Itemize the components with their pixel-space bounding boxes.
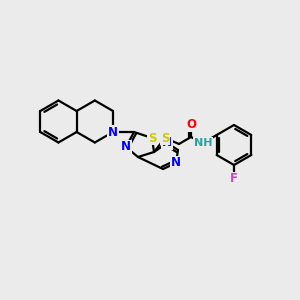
Text: NH: NH <box>194 138 212 148</box>
Text: N: N <box>121 140 131 154</box>
Text: S: S <box>148 131 156 145</box>
Text: N: N <box>108 125 118 139</box>
Text: N: N <box>162 136 172 149</box>
Text: S: S <box>161 131 169 145</box>
Text: F: F <box>230 172 238 185</box>
Text: O: O <box>186 118 196 131</box>
Text: N: N <box>171 157 181 169</box>
